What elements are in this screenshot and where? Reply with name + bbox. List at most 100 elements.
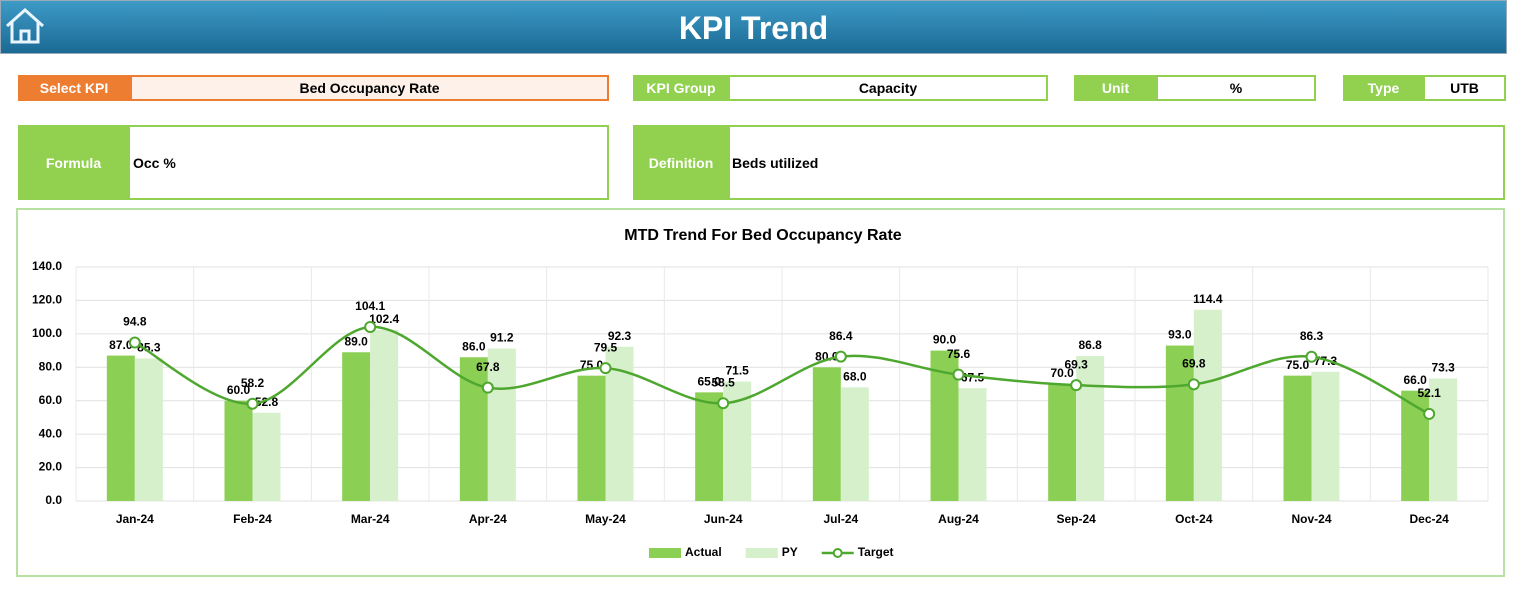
data-label: 86.3 [1300,329,1324,343]
data-label: 75.0 [1286,358,1310,372]
field-value: Occ % [128,125,609,200]
field-value: UTB [1423,75,1506,101]
data-label: 104.1 [355,299,385,313]
data-label: 86.4 [829,329,853,343]
legend-label: Target [858,545,894,559]
bar [459,357,488,501]
data-label: 80.0 [815,349,839,363]
chart-frame: MTD Trend For Bed Occupancy Rate 0.0 20.0… [16,208,1505,577]
target-marker [364,321,377,334]
legend-marker [832,548,843,558]
x-tick-label: Nov-24 [1291,512,1331,526]
bar [252,412,281,501]
x-tick-label: Aug-24 [938,512,979,526]
data-label: 60.0 [227,383,251,397]
data-label: 67.8 [476,360,500,374]
bar [1283,375,1312,501]
bar [370,329,399,501]
legend-label: Actual [685,545,722,559]
target-marker [599,362,612,375]
target-marker [128,336,141,349]
target-marker [717,397,730,410]
data-label: 69.8 [1182,357,1206,371]
target-marker [1423,407,1436,420]
x-tick-label: Sep-24 [1056,512,1096,526]
data-label: 66.0 [1403,373,1427,387]
x-tick-label: Dec-24 [1409,512,1449,526]
field-value: % [1156,75,1316,101]
y-tick-label: 80.0 [39,359,63,373]
x-tick-label: Apr-24 [469,512,507,526]
target-marker [952,368,965,381]
target-line [134,325,1430,416]
field-label: Definition [633,125,729,200]
bar [106,355,135,501]
field-label: KPI Group [633,75,729,101]
data-label: 89.0 [344,334,368,348]
x-tick-label: Jun-24 [704,512,743,526]
bar [695,392,724,501]
x-tick-label: Jul-24 [823,512,858,526]
field-value: Capacity [728,75,1048,101]
field-value[interactable]: Bed Occupancy Rate [130,75,609,101]
data-label: 93.0 [1168,328,1192,342]
data-label: 114.4 [1193,292,1223,306]
home-icon[interactable] [4,6,46,46]
field-label: Formula [18,125,129,200]
target-marker [1187,378,1200,391]
data-label: 65.0 [697,375,721,389]
data-label: 92.3 [608,329,632,343]
field-label: Select KPI [18,75,130,101]
data-label: 102.4 [369,312,399,326]
bar [342,352,371,501]
chart-title: MTD Trend For Bed Occupancy Rate [624,227,901,244]
data-label: 90.0 [933,333,957,347]
target-marker [481,381,494,394]
bar [1311,371,1340,501]
field-label: Type [1343,75,1424,101]
bar [958,388,987,501]
y-tick-label: 60.0 [39,393,63,407]
y-tick-label: 120.0 [32,293,62,307]
bar [1076,355,1105,501]
data-label: 85.3 [137,341,161,355]
bar [1165,345,1194,501]
data-label: 73.3 [1431,361,1455,375]
bar [577,375,606,501]
legend-label: PY [782,545,798,559]
bar [487,348,516,501]
target-marker [834,350,847,363]
y-tick-label: 140.0 [32,259,62,273]
y-tick-label: 20.0 [39,460,63,474]
data-label: 52.1 [1417,386,1441,400]
y-tick-label: 100.0 [32,326,62,340]
bar [1048,384,1077,501]
header-bar: KPI Trend [0,0,1507,54]
x-tick-label: Feb-24 [233,512,272,526]
bar [840,387,869,501]
x-tick-label: Jan-24 [116,512,154,526]
target-marker [246,397,259,410]
bar [134,358,163,501]
data-label: 58.2 [241,376,265,390]
y-tick-label: 40.0 [39,426,63,440]
bar [1429,378,1458,501]
data-label: 70.0 [1050,366,1074,380]
field-label: Unit [1074,75,1157,101]
data-label: 68.0 [843,370,867,384]
x-tick-label: Oct-24 [1175,512,1213,526]
y-tick-label: 0.0 [45,493,62,507]
chart: MTD Trend For Bed Occupancy Rate 0.0 20.0… [32,227,1489,559]
legend-swatch [745,548,778,558]
data-label: 69.3 [1064,357,1088,371]
data-label: 71.5 [725,364,749,378]
data-label: 75.6 [947,347,971,361]
data-label: 58.5 [711,375,735,389]
target-marker [1305,350,1318,363]
bar [1401,390,1430,501]
data-label: 86.0 [462,339,486,353]
data-label: 87.0 [109,338,133,352]
data-label: 79.5 [594,340,618,354]
legend-swatch [649,548,681,558]
